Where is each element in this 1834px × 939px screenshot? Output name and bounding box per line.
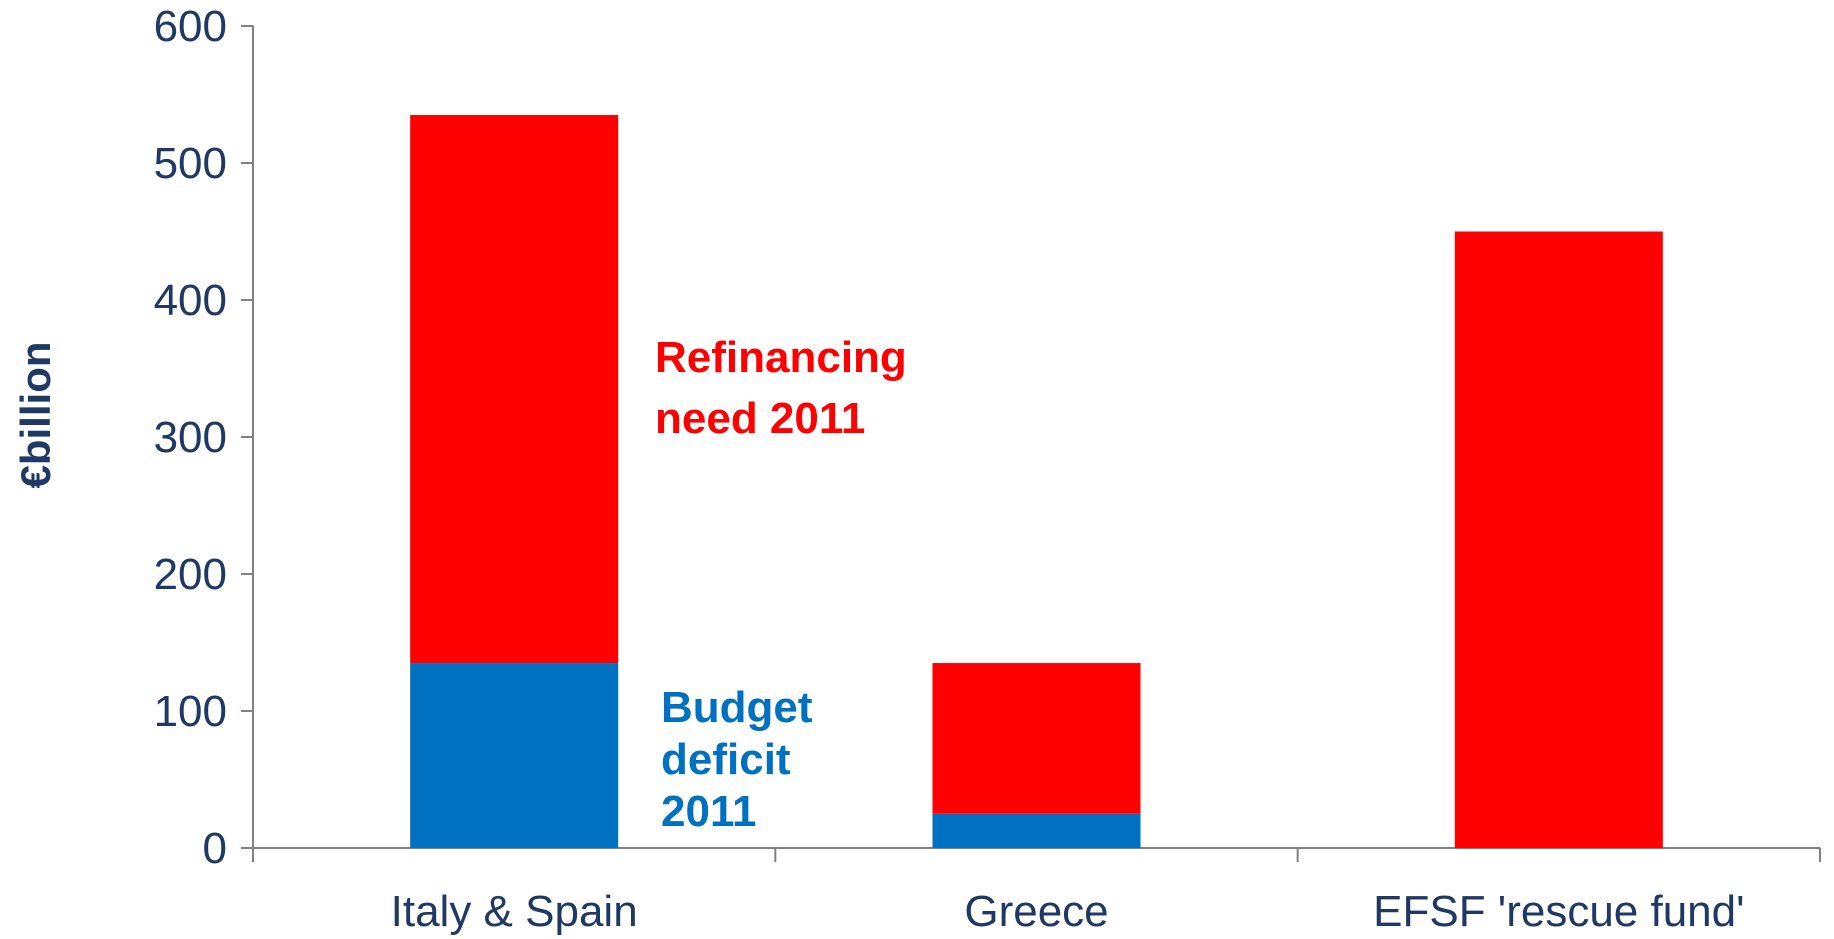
y-tick-label: 600 — [154, 2, 227, 51]
refinancing-annotation-line: Refinancing — [655, 333, 907, 382]
deficit-annotation-line: Budget — [661, 683, 813, 732]
bar-refinancing-0 — [410, 115, 619, 664]
refinancing-annotation-line: need 2011 — [655, 394, 865, 443]
y-axis-title: €billion — [12, 342, 59, 489]
deficit-annotation-line: 2011 — [661, 787, 756, 836]
y-tick-label: 400 — [154, 276, 227, 325]
chart-bars — [410, 115, 1663, 848]
y-tick-label: 200 — [154, 550, 227, 599]
y-tick-label: 0 — [203, 824, 227, 873]
x-category-label: Italy & Spain — [391, 887, 638, 936]
y-tick-label: 300 — [154, 413, 227, 462]
y-tick-label: 100 — [154, 687, 227, 736]
bar-deficit-0 — [410, 663, 619, 848]
bar-deficit-1 — [932, 813, 1141, 848]
bar-refinancing-2 — [1454, 231, 1663, 848]
y-tick-label: 500 — [154, 139, 227, 188]
x-category-label: Greece — [964, 887, 1108, 936]
refinancing-annotation: Refinancing need 2011 — [655, 333, 907, 443]
deficit-annotation-line: deficit — [661, 735, 791, 784]
chart-annotations: Refinancing need 2011 Budget deficit 2011 — [655, 333, 907, 836]
chart-labels: 0 100 200 300 400 500 600 Italy & Spain Greece EF… — [154, 2, 1745, 936]
bar-refinancing-1 — [932, 663, 1141, 814]
x-category-label: EFSF 'rescue fund' — [1373, 887, 1744, 936]
deficit-annotation: Budget deficit 2011 — [661, 683, 813, 836]
